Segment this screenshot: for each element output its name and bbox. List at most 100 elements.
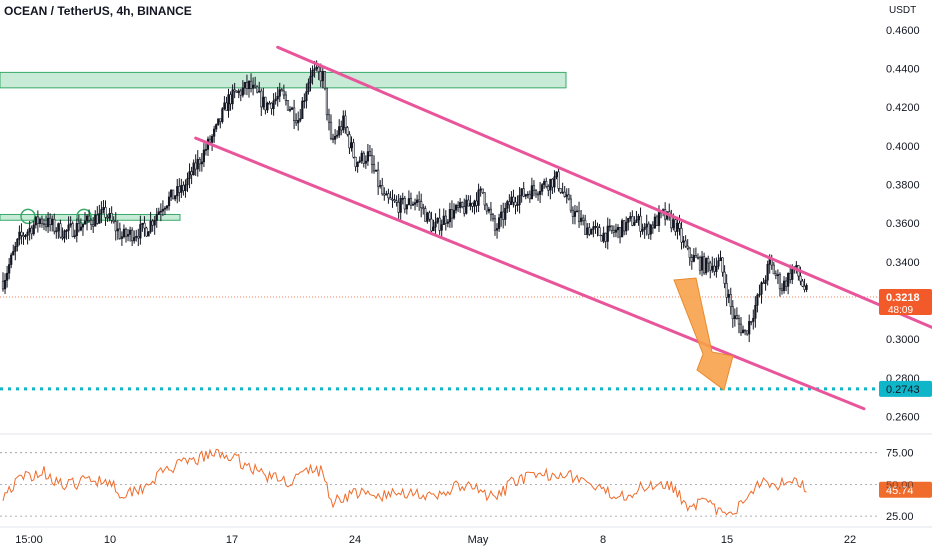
- candle-body: [135, 235, 138, 238]
- candle-body: [715, 265, 718, 272]
- candle-body: [711, 265, 714, 271]
- candle-body: [559, 188, 562, 193]
- candle-body: [428, 212, 431, 220]
- candle-body: [760, 282, 763, 295]
- candle-body: [397, 202, 400, 213]
- candle-body: [579, 217, 583, 222]
- candle-body: [508, 201, 511, 206]
- candle-body: [727, 294, 730, 298]
- candle-body: [442, 215, 445, 225]
- candle-body: [454, 205, 458, 211]
- candle-body: [217, 118, 220, 125]
- candle-body: [495, 228, 499, 231]
- candle-body: [721, 257, 724, 273]
- candle-body: [36, 216, 39, 224]
- candle-body: [469, 202, 472, 207]
- candle-body: [292, 107, 296, 121]
- rsi-level-label: 75.00: [886, 448, 914, 460]
- candle-body: [780, 288, 784, 291]
- candle-body: [325, 87, 329, 116]
- candle-body: [174, 195, 177, 200]
- candle-body: [748, 321, 751, 335]
- candle-body: [215, 124, 218, 130]
- candle-body: [227, 94, 230, 111]
- candle-body: [44, 223, 48, 228]
- candle-body: [241, 87, 244, 96]
- candle-body: [577, 210, 581, 222]
- candle-body: [774, 273, 777, 276]
- candle-body: [639, 215, 642, 232]
- candle-body: [756, 294, 759, 306]
- candle-body: [795, 265, 798, 267]
- candle-body: [409, 198, 413, 206]
- candle-body: [520, 188, 523, 196]
- candle-body: [698, 257, 702, 271]
- candle-body: [702, 256, 706, 274]
- candle-body: [596, 226, 599, 228]
- candle-body: [28, 227, 31, 233]
- candle-body: [362, 152, 365, 164]
- candle-body: [557, 171, 560, 189]
- candle-body: [493, 218, 497, 231]
- candle-body: [71, 223, 74, 237]
- candle-body: [131, 229, 134, 242]
- candle-body: [571, 209, 574, 217]
- candle-body: [538, 190, 542, 195]
- candle-body: [563, 191, 566, 197]
- candle-body: [254, 84, 257, 88]
- candle-body: [731, 306, 734, 320]
- candle-body: [278, 89, 281, 97]
- candle-body: [418, 199, 421, 202]
- candle-body: [360, 152, 363, 162]
- candle-body: [63, 230, 66, 239]
- candle-body: [331, 137, 335, 140]
- candle-body: [59, 223, 62, 238]
- candle-body: [85, 215, 89, 222]
- candle-body: [69, 223, 72, 226]
- candle-body: [778, 274, 782, 290]
- candle-body: [288, 109, 292, 111]
- candle-body: [149, 220, 152, 233]
- candle-body: [524, 194, 527, 197]
- candle-body: [684, 240, 687, 247]
- candle-body: [450, 209, 454, 219]
- candle-body: [430, 218, 433, 232]
- candle-body: [354, 156, 357, 167]
- candle-body: [657, 212, 661, 226]
- countdown-label: 48:09: [888, 305, 913, 316]
- candle-body: [614, 229, 618, 233]
- candle-body: [680, 228, 683, 243]
- candle-body: [110, 213, 113, 221]
- candle-body: [61, 236, 64, 239]
- candle-body: [586, 227, 589, 235]
- candle-body: [237, 90, 240, 93]
- candle-body: [719, 257, 722, 262]
- candle-body: [506, 201, 509, 209]
- candle-body: [307, 82, 310, 93]
- candle-body: [534, 189, 538, 195]
- candle-body: [543, 181, 546, 185]
- candle-body: [153, 220, 156, 226]
- candle-body: [530, 185, 533, 200]
- candle-body: [696, 256, 700, 259]
- rsi-level-label: 25.00: [886, 511, 914, 523]
- candle-body: [383, 193, 386, 196]
- candle-body: [141, 222, 144, 225]
- candle-body: [284, 94, 288, 101]
- candle-body: [200, 161, 203, 165]
- candle-body: [403, 197, 406, 210]
- candle-body: [422, 207, 425, 210]
- currency-label: USDT: [889, 5, 917, 16]
- candle-body: [551, 178, 554, 188]
- candle-body: [415, 199, 419, 204]
- candle-body: [764, 279, 767, 284]
- candle-body: [165, 205, 169, 209]
- candle-body: [805, 284, 808, 290]
- candle-body: [405, 204, 408, 210]
- candle-body: [83, 220, 87, 225]
- candle-body: [137, 235, 140, 239]
- candle-body: [766, 263, 769, 281]
- candle-body: [79, 226, 82, 231]
- candle-body: [799, 275, 802, 282]
